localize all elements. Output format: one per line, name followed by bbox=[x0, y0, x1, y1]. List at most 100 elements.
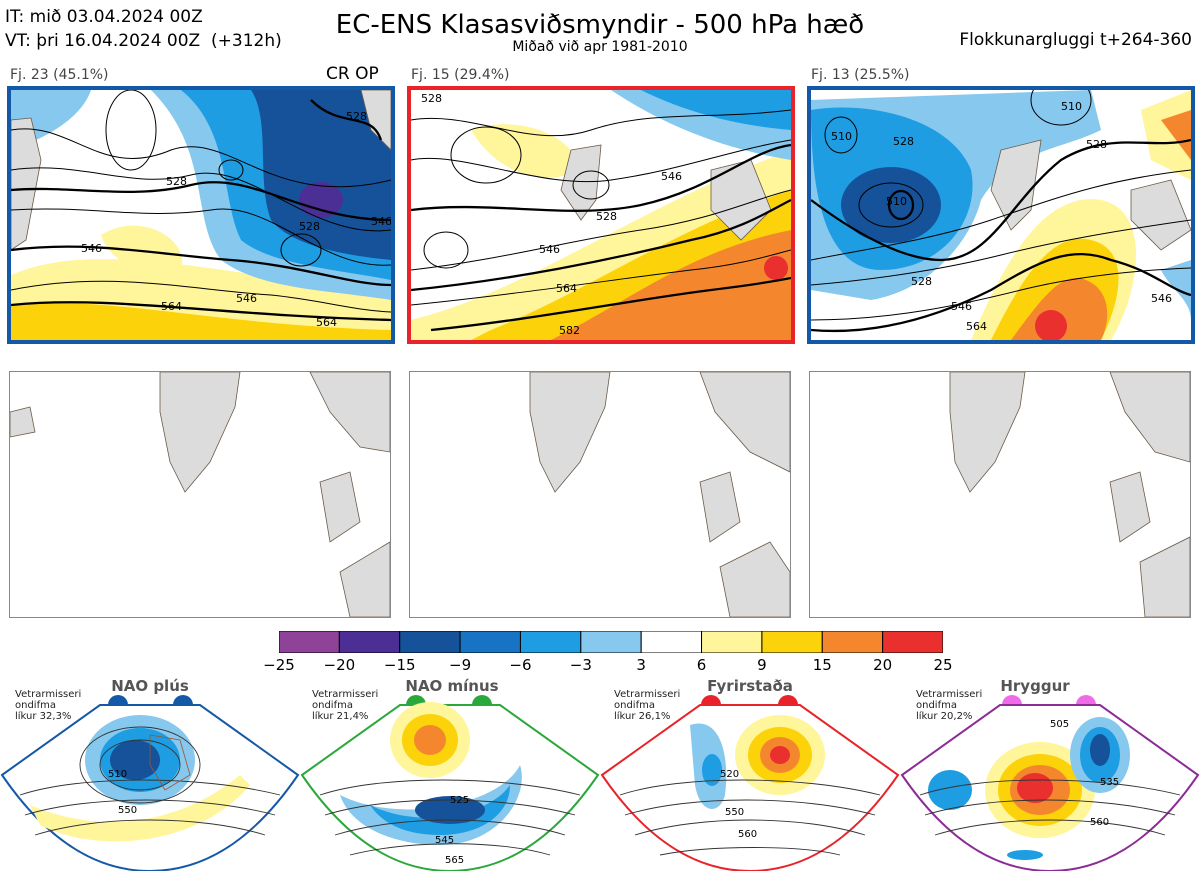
cluster-1-tag: CR OP bbox=[326, 64, 379, 84]
contour-label: 564 bbox=[161, 300, 182, 313]
labrador-land bbox=[10, 406, 36, 438]
empty-map-3-svg bbox=[949, 372, 1190, 617]
colorbar-segment bbox=[278, 630, 340, 654]
contour-label: 528 bbox=[911, 275, 932, 288]
colorbar-segment bbox=[882, 630, 944, 654]
empty-map-2 bbox=[409, 371, 791, 618]
anomaly-positive-strong bbox=[1011, 278, 1108, 340]
regime-ridge-svg: 505 535 560 bbox=[900, 704, 1200, 871]
anomaly-negative-extreme bbox=[299, 182, 343, 218]
colorbar-tick-label: −6 bbox=[509, 656, 532, 674]
regime-blocking-svg: 520 550 560 bbox=[600, 704, 900, 871]
init-time: IT: mið 03.04.2024 00Z bbox=[5, 7, 203, 27]
colorbar-tick-label: 3 bbox=[636, 656, 646, 674]
contour-label: 510 bbox=[831, 130, 852, 143]
anomaly-positive bbox=[11, 302, 391, 340]
empty-map-2-svg bbox=[529, 372, 790, 617]
contour-label: 546 bbox=[539, 243, 560, 256]
cluster-3-label: Fj. 13 (25.5%) bbox=[811, 67, 910, 83]
page-subtitle: Miðað við apr 1981-2010 bbox=[512, 39, 688, 55]
contour-label: 546 bbox=[951, 300, 972, 313]
regime-contour-label: 535 bbox=[1100, 777, 1119, 788]
contour-label: 546 bbox=[661, 170, 682, 183]
colorbar-segment bbox=[580, 630, 642, 654]
cluster-1-map: 528 528 528 546 546 546 564 564 bbox=[7, 86, 395, 344]
colorbar-segment bbox=[640, 630, 703, 654]
contour-label: 528 bbox=[1086, 138, 1107, 151]
empty-map-3 bbox=[809, 371, 1191, 618]
regime-blocking: Fyrirstaða Vetrarmisseri ondifma líkur 2… bbox=[600, 675, 900, 871]
cluster-1-label: Fj. 23 (45.1%) bbox=[10, 67, 109, 83]
anomaly-positive-weak bbox=[1141, 90, 1191, 180]
contour-label: 546 bbox=[236, 292, 257, 305]
regime-contour-label: 505 bbox=[1050, 719, 1069, 730]
contour-label: 582 bbox=[559, 324, 580, 337]
scandinavia-land bbox=[309, 372, 390, 453]
britain-land bbox=[1139, 536, 1190, 617]
greenland-coast bbox=[11, 117, 42, 251]
scandinavia-coast bbox=[360, 90, 391, 151]
contour-label: 546 bbox=[1151, 292, 1172, 305]
anomaly-negative bbox=[641, 90, 791, 130]
regime-contour-label: 545 bbox=[435, 835, 454, 846]
regime-name: NAO mínus bbox=[405, 677, 499, 695]
colorbar-segment bbox=[821, 630, 884, 654]
scandinavia-coast bbox=[1130, 179, 1191, 251]
anomaly-negative-strong bbox=[841, 167, 941, 243]
contour-label: 564 bbox=[966, 320, 987, 333]
colorbar-tick-label: 6 bbox=[696, 656, 707, 674]
colorbar-tick-label: −9 bbox=[449, 656, 472, 674]
cluster-2-map: 528 528 546 546 564 582 bbox=[407, 86, 795, 344]
colorbar-tick-label: 15 bbox=[812, 656, 832, 674]
regime-info: Vetrarmisseri ondifma líkur 26,1% bbox=[614, 689, 681, 722]
britain-land bbox=[719, 541, 790, 617]
colorbar-segment bbox=[761, 630, 823, 654]
regime-name: Hryggur bbox=[1000, 677, 1070, 695]
iceland-land bbox=[699, 471, 741, 543]
colorbar-tick-label: 25 bbox=[933, 656, 953, 674]
cluster-2-svg: 528 528 546 546 564 582 bbox=[411, 90, 791, 340]
cluster-1-svg: 528 528 528 546 546 546 564 564 bbox=[11, 90, 391, 340]
colorbar-ticks: −25 −20 −15 −9 −6 −3 3 6 9 15 20 25 bbox=[263, 656, 952, 676]
colorbar-segment bbox=[338, 630, 401, 654]
regime-contour-label: 560 bbox=[1090, 817, 1109, 828]
contour-label: 528 bbox=[596, 210, 617, 223]
colorbar-tick-label: −20 bbox=[323, 656, 356, 674]
regime-name: NAO plús bbox=[111, 677, 189, 695]
regime-info: Vetrarmisseri ondifma líkur 32,3% bbox=[15, 689, 82, 722]
colorbar-tick-label: 20 bbox=[873, 656, 893, 674]
anomaly-positive-extreme bbox=[764, 256, 788, 280]
contour-label: 510 bbox=[1061, 100, 1082, 113]
regime-contour-label: 520 bbox=[720, 769, 739, 780]
contour-label: 564 bbox=[556, 282, 577, 295]
regime-info: Vetrarmisseri ondifma líkur 20,2% bbox=[916, 689, 983, 722]
colorbar-tick-label: 9 bbox=[757, 656, 767, 674]
cluster-3-svg: 510 510 510 528 528 528 546 546 564 bbox=[811, 90, 1191, 340]
colorbar-segment bbox=[399, 630, 461, 654]
anomaly-positive-weak bbox=[471, 124, 581, 178]
cluster-3-map: 510 510 510 528 528 528 546 546 564 bbox=[807, 86, 1195, 344]
contour-label: 528 bbox=[346, 110, 367, 123]
anomaly-positive-weak bbox=[101, 225, 183, 274]
contour-label: 528 bbox=[166, 175, 187, 188]
colorbar-segment bbox=[459, 630, 521, 654]
colorbar-segment bbox=[519, 630, 582, 654]
contour-label: 528 bbox=[421, 92, 442, 105]
scandinavia-land bbox=[1109, 372, 1190, 463]
regime-contour-label: 550 bbox=[725, 807, 744, 818]
regime-nao-plus: NAO plús Vetrarmisseri ondifma líkur 32,… bbox=[0, 675, 300, 871]
colorbar-tick-label: −3 bbox=[569, 656, 592, 674]
contour-label: 564 bbox=[316, 316, 337, 329]
colorbar bbox=[278, 630, 944, 654]
regime-contour-label: 560 bbox=[738, 829, 757, 840]
greenland-land bbox=[949, 372, 1026, 493]
valid-time: VT: þri 16.04.2024 00Z (+312h) bbox=[5, 31, 282, 51]
regime-ridge: Hryggur Vetrarmisseri ondifma líkur 20,2… bbox=[900, 675, 1200, 871]
regime-info: Vetrarmisseri ondifma líkur 21,4% bbox=[312, 689, 379, 722]
regime-nao-minus-svg: 525 545 565 bbox=[300, 702, 600, 871]
scandinavia-land bbox=[699, 372, 790, 473]
cluster-2-label: Fj. 15 (29.4%) bbox=[411, 67, 510, 83]
colorbar-tick-label: −15 bbox=[383, 656, 416, 674]
anomaly-positive-strong bbox=[1161, 110, 1191, 160]
greenland-land bbox=[529, 372, 611, 493]
